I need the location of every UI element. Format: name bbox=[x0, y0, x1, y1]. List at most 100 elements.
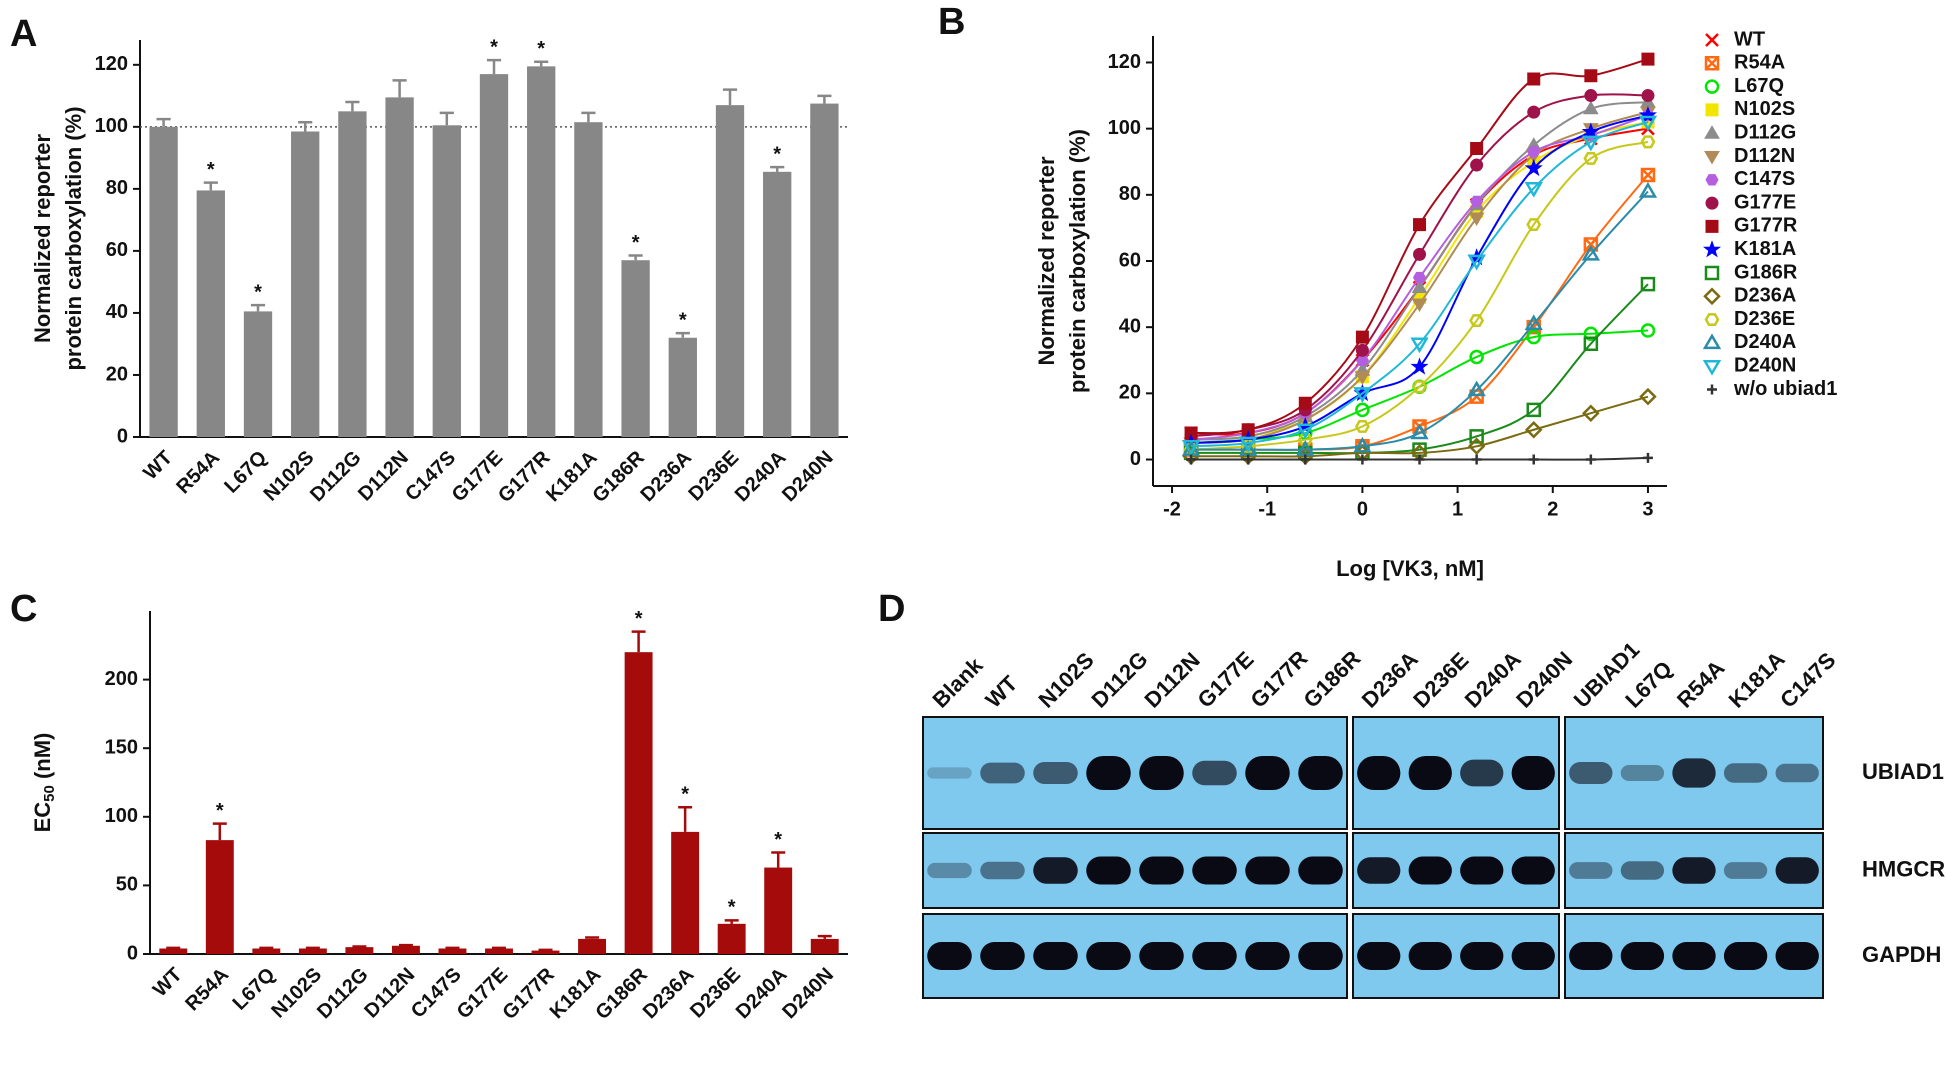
y-tick-label: 100 bbox=[105, 805, 138, 827]
bar bbox=[668, 337, 697, 437]
legend-label: R54A bbox=[1734, 52, 1785, 74]
bar bbox=[527, 66, 556, 437]
bar bbox=[243, 311, 273, 437]
x-tick-label: WT bbox=[139, 447, 177, 485]
band bbox=[1139, 856, 1184, 885]
x-tick-label: 2 bbox=[1547, 498, 1558, 520]
marker bbox=[1640, 323, 1656, 338]
bar bbox=[205, 840, 234, 954]
band bbox=[1460, 856, 1504, 885]
bar bbox=[252, 948, 281, 954]
legend-label: D240A bbox=[1734, 331, 1796, 353]
x-tick-label: D112N bbox=[360, 964, 419, 1023]
x-axis-label: Log [VK3, nM] bbox=[1336, 556, 1484, 581]
y-tick-label: 40 bbox=[1119, 315, 1141, 337]
marker bbox=[1524, 314, 1543, 331]
marker bbox=[1469, 349, 1484, 365]
fit-curve bbox=[1191, 58, 1649, 435]
bar bbox=[810, 938, 839, 954]
error-bar bbox=[439, 111, 454, 126]
error-bar bbox=[398, 943, 413, 947]
y-tick-label: 0 bbox=[1130, 448, 1141, 470]
legend-marker bbox=[1704, 56, 1720, 71]
marker bbox=[1355, 402, 1370, 418]
legend-marker bbox=[1702, 333, 1722, 350]
significance-mark: * bbox=[537, 38, 545, 60]
y-tick-label: 50 bbox=[116, 874, 138, 896]
marker bbox=[1581, 244, 1601, 261]
x-tick-label: K181A bbox=[542, 447, 602, 507]
band bbox=[1620, 765, 1665, 781]
lane-label: D240A bbox=[1460, 646, 1526, 712]
marker bbox=[1468, 212, 1485, 226]
band bbox=[1408, 856, 1452, 885]
x-tick-label: D236A bbox=[636, 447, 696, 507]
band bbox=[1723, 862, 1768, 879]
band bbox=[1298, 856, 1343, 885]
error-bar bbox=[631, 630, 646, 653]
band bbox=[1569, 862, 1613, 879]
legend-label: N102S bbox=[1734, 98, 1795, 120]
x-tick-label: N102S bbox=[260, 447, 319, 506]
marker bbox=[1583, 336, 1599, 351]
legend-label: D240N bbox=[1734, 354, 1796, 376]
legend-label: D236A bbox=[1734, 285, 1796, 307]
error-bar bbox=[581, 111, 596, 123]
y-tick-label: 120 bbox=[1108, 51, 1141, 73]
band bbox=[1245, 856, 1290, 885]
marker bbox=[1181, 440, 1201, 456]
marker bbox=[1412, 380, 1427, 394]
y-tick-label: 100 bbox=[95, 115, 128, 137]
x-tick-label: D240A bbox=[731, 447, 791, 507]
y-tick-label: 60 bbox=[1119, 249, 1141, 271]
band bbox=[1245, 942, 1290, 970]
significance-mark: * bbox=[774, 829, 782, 851]
error-bar bbox=[678, 805, 693, 832]
significance-mark: * bbox=[216, 800, 224, 822]
band bbox=[1192, 942, 1237, 970]
bar bbox=[338, 111, 367, 437]
significance-mark: * bbox=[207, 159, 215, 181]
fit-curve bbox=[1191, 395, 1649, 458]
band bbox=[1086, 856, 1131, 885]
marker bbox=[1240, 439, 1256, 453]
marker bbox=[1641, 89, 1655, 103]
bar bbox=[149, 126, 178, 437]
error-bar bbox=[771, 851, 786, 868]
y-axis-label: Normalized reporter bbox=[30, 134, 55, 343]
fit-curve bbox=[1191, 101, 1649, 441]
marker bbox=[1354, 419, 1370, 433]
bar bbox=[385, 97, 414, 437]
marker bbox=[1641, 52, 1655, 66]
x-tick-label: 3 bbox=[1642, 498, 1653, 520]
bar bbox=[763, 171, 792, 437]
lane-label: D112G bbox=[1086, 647, 1152, 713]
error-bar bbox=[156, 117, 171, 127]
x-tick-label: G186R bbox=[589, 446, 650, 507]
marker bbox=[1470, 158, 1484, 172]
marker bbox=[1353, 436, 1372, 453]
band bbox=[980, 861, 1025, 880]
marker bbox=[1300, 454, 1311, 465]
marker bbox=[1470, 195, 1484, 208]
significance-mark: * bbox=[632, 232, 640, 254]
x-tick-label: D236E bbox=[686, 964, 745, 1023]
legend-label: w/o ubiad1 bbox=[1733, 378, 1837, 400]
lane-label: Blank bbox=[927, 652, 988, 713]
band bbox=[1192, 760, 1237, 786]
x-tick-label: D240A bbox=[732, 964, 792, 1024]
lane-label: WT bbox=[980, 670, 1022, 712]
error-bar bbox=[250, 303, 266, 312]
legend-label: G177E bbox=[1734, 191, 1796, 213]
bar bbox=[531, 950, 560, 954]
x-tick-label: D236A bbox=[639, 964, 699, 1024]
y-tick-label: 80 bbox=[1119, 183, 1141, 205]
y-tick-label: 20 bbox=[1119, 382, 1141, 404]
x-tick-label: 1 bbox=[1452, 498, 1463, 520]
significance-mark: * bbox=[728, 897, 736, 919]
lane-label: K181A bbox=[1724, 646, 1790, 712]
marker bbox=[1638, 115, 1658, 132]
band bbox=[1139, 756, 1184, 790]
x-tick-label: D240N bbox=[778, 964, 838, 1024]
